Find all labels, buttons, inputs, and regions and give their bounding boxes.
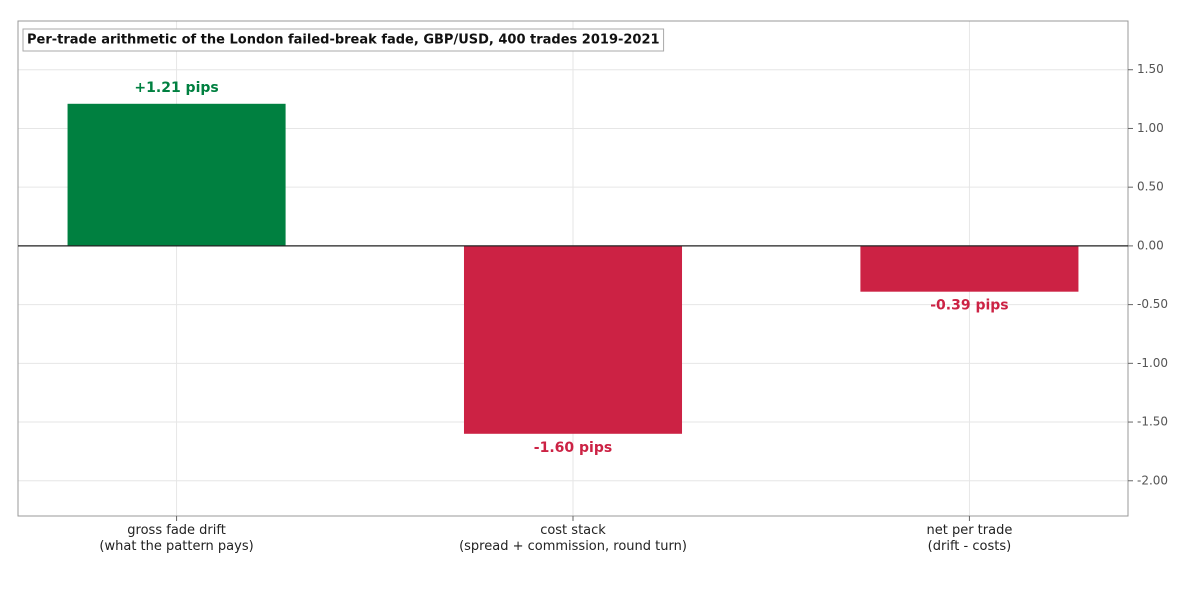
title-box	[22, 28, 665, 52]
y-tick-label: -1.00	[1137, 356, 1168, 370]
y-tick-label: 1.50	[1137, 62, 1164, 76]
y-tick-label: 0.00	[1137, 238, 1164, 252]
x-tick-label: cost stack (spread + commission, round t…	[459, 523, 687, 554]
chart-title: Per-trade arithmetic of the London faile…	[27, 33, 660, 48]
value-label: -1.60 pips	[534, 440, 612, 456]
y-tick-label: -2.00	[1137, 473, 1168, 487]
y-tick-label: 0.50	[1137, 180, 1164, 194]
bar	[860, 245, 1079, 292]
y-tick-label: -0.50	[1137, 297, 1168, 311]
bar	[67, 103, 286, 246]
x-tick-label: gross fade drift (what the pattern pays)	[99, 523, 254, 554]
value-label: +1.21 pips	[134, 80, 218, 96]
bar	[463, 245, 683, 434]
x-tick-label: net per trade (drift - costs)	[926, 523, 1013, 554]
value-label: -0.39 pips	[930, 298, 1008, 314]
y-tick-label: -1.50	[1137, 415, 1168, 429]
y-tick-label: 1.00	[1137, 121, 1164, 135]
